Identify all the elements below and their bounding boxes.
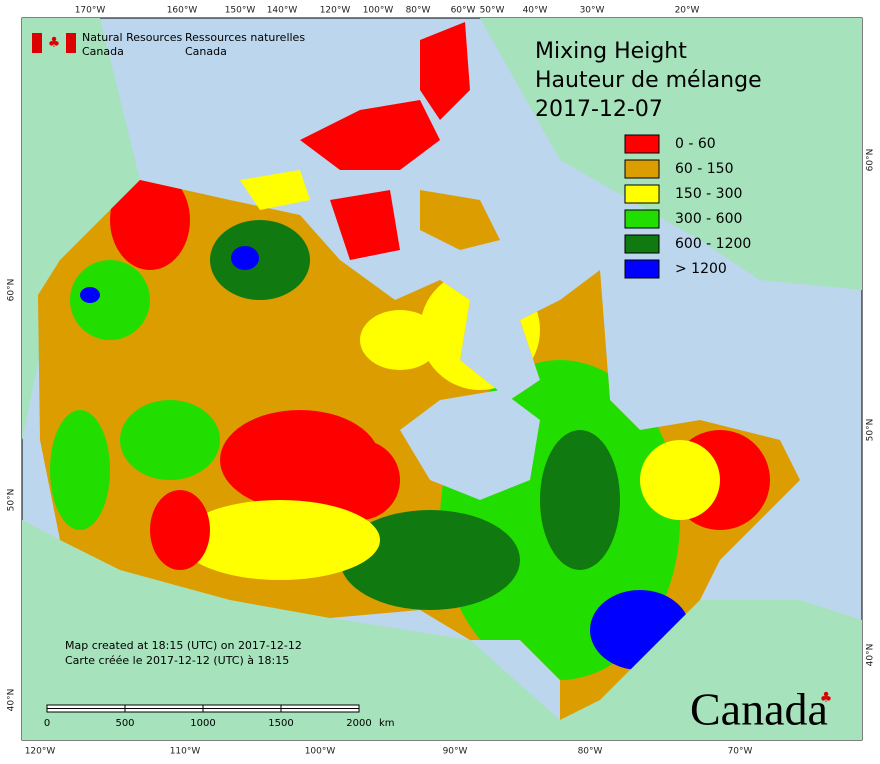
- agency-fr: Ressources naturelles: [185, 31, 305, 44]
- legend-swatch: [624, 134, 660, 154]
- arctic-islands: [300, 100, 440, 170]
- bottom-tick-label: 110°W: [170, 747, 201, 757]
- alaska: [22, 18, 140, 440]
- footnote: Map created at 18:15 (UTC) on 2017-12-12: [65, 639, 302, 652]
- scale-label: 500: [115, 718, 134, 729]
- legend-label: > 1200: [675, 261, 727, 277]
- agency-en: Canada: [82, 45, 124, 58]
- left-tick-label: 60°N: [7, 279, 17, 302]
- top-tick-label: 20°W: [675, 6, 700, 16]
- title-line: Hauteur de mélange: [535, 68, 762, 93]
- wordmark-flag: ♣: [820, 690, 833, 706]
- title-line: Mixing Height: [535, 39, 687, 64]
- top-tick-label: 100°W: [363, 6, 394, 16]
- scale-label: 1500: [268, 718, 293, 729]
- bottom-tick-label: 70°W: [728, 747, 753, 757]
- top-tick-label: 40°W: [523, 6, 548, 16]
- top-tick-label: 120°W: [320, 6, 351, 16]
- right-tick-label: 50°N: [866, 419, 876, 442]
- legend-swatch: [624, 234, 660, 254]
- footnote: Carte créée le 2017-12-12 (UTC) à 18:15: [65, 654, 289, 667]
- legend-swatch: [624, 209, 660, 229]
- legend-label: 600 - 1200: [675, 236, 751, 252]
- legend-label: 60 - 150: [675, 161, 734, 177]
- greenland: [480, 18, 862, 290]
- scale-label: 2000: [346, 718, 371, 729]
- top-tick-label: 50°W: [480, 6, 505, 16]
- maple-leaf: ♣: [48, 35, 61, 51]
- top-tick-label: 160°W: [167, 6, 198, 16]
- right-tick-label: 40°N: [866, 644, 876, 667]
- legend-swatch: [624, 159, 660, 179]
- legend-swatch: [624, 259, 660, 279]
- top-tick-label: 150°W: [225, 6, 256, 16]
- right-tick-label: 60°N: [866, 149, 876, 172]
- legend-swatch: [624, 184, 660, 204]
- top-tick-label: 60°W: [451, 6, 476, 16]
- left-tick-label: 50°N: [7, 489, 17, 512]
- bottom-tick-label: 90°W: [443, 747, 468, 757]
- scale-label: 1000: [190, 718, 215, 729]
- agency-fr: Canada: [185, 45, 227, 58]
- top-tick-label: 30°W: [580, 6, 605, 16]
- title-line: 2017-12-07: [535, 97, 663, 122]
- top-tick-label: 170°W: [75, 6, 106, 16]
- hudson-bay: [400, 390, 540, 500]
- scale-label: 0: [44, 718, 50, 729]
- baffin-island: [420, 190, 500, 250]
- arctic-islands: [240, 170, 310, 210]
- left-tick-label: 40°N: [7, 689, 17, 712]
- ellesmere-island: [420, 22, 470, 120]
- united-states: [22, 520, 862, 740]
- legend-label: 0 - 60: [675, 136, 716, 152]
- bottom-tick-label: 120°W: [25, 747, 56, 757]
- top-tick-label: 80°W: [406, 6, 431, 16]
- arctic-islands: [330, 190, 400, 260]
- top-tick-label: 140°W: [267, 6, 298, 16]
- legend-label: 150 - 300: [675, 186, 742, 202]
- bottom-tick-label: 100°W: [305, 747, 336, 757]
- bottom-tick-label: 80°W: [578, 747, 603, 757]
- legend-label: 300 - 600: [675, 211, 742, 227]
- wordmark: Canada: [690, 684, 828, 735]
- flag-left: [32, 33, 42, 53]
- agency-en: Natural Resources: [82, 31, 183, 44]
- scale-unit: km: [379, 718, 395, 729]
- flag-right: [66, 33, 76, 53]
